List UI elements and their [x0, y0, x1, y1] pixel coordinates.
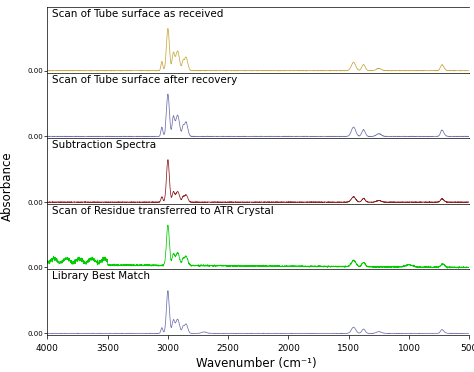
Text: Library Best Match: Library Best Match — [52, 271, 150, 281]
Text: Absorbance: Absorbance — [0, 151, 14, 221]
Text: Wavenumber (cm⁻¹): Wavenumber (cm⁻¹) — [196, 357, 316, 370]
Text: Scan of Tube surface as received: Scan of Tube surface as received — [52, 9, 223, 19]
Text: Scan of Tube surface after recovery: Scan of Tube surface after recovery — [52, 75, 237, 85]
Text: Scan of Residue transferred to ATR Crystal: Scan of Residue transferred to ATR Cryst… — [52, 206, 273, 216]
Text: Subtraction Spectra: Subtraction Spectra — [52, 140, 156, 150]
